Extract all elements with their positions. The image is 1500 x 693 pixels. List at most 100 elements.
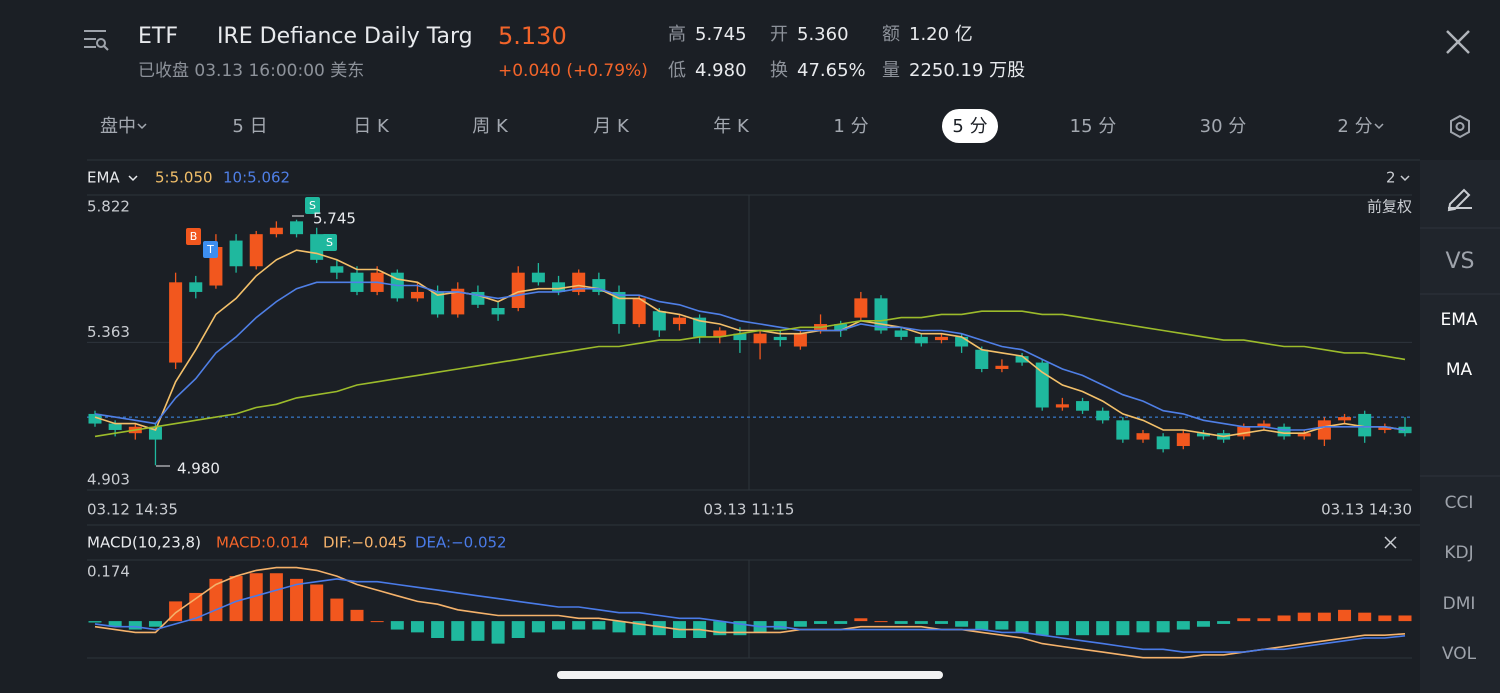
candle-body [189, 282, 203, 292]
candle-body [1317, 420, 1331, 440]
macd-bar [1338, 609, 1352, 622]
candle-body [1378, 426, 1392, 430]
tab[interactable]: 2 分 [1337, 116, 1372, 137]
side-button[interactable]: MA [1446, 360, 1473, 380]
candle-body [88, 413, 102, 424]
tab[interactable]: 15 分 [1070, 116, 1117, 137]
tab[interactable]: 年 K [713, 116, 750, 137]
candle-body [955, 336, 969, 347]
macd-bar [88, 621, 102, 623]
macd-bar [431, 621, 445, 639]
macd-bar [995, 621, 1009, 630]
candle-body [894, 330, 908, 337]
macd-bar [552, 621, 566, 630]
tab[interactable]: 月 K [593, 116, 630, 137]
tab[interactable]: 1 分 [833, 116, 868, 137]
macd-bar [914, 621, 928, 624]
macd-bar [1136, 621, 1150, 633]
stat-value: 5.745 [695, 24, 747, 45]
macd-bar [572, 621, 586, 630]
macd-bar [793, 621, 807, 627]
candle-body [1237, 426, 1251, 437]
status: 已收盘 03.13 16:00:00 美东 [138, 61, 364, 81]
side-button[interactable]: EMA [1440, 310, 1477, 330]
macd-bar [1015, 621, 1029, 633]
x-label: 03.13 11:15 [704, 501, 795, 519]
close-indicator[interactable] [1384, 536, 1397, 549]
candle-body [1055, 404, 1069, 408]
indicator[interactable]: EMA [87, 169, 120, 187]
candle-body [108, 423, 122, 430]
legend-dif: DIF:−0.045 [323, 534, 407, 552]
side-button[interactable]: VS [1445, 249, 1474, 274]
macd-bar [128, 621, 142, 630]
stat-label: 换 [770, 60, 788, 81]
stat-value: 1.20 亿 [909, 24, 973, 45]
annotation: 5.745 [313, 210, 356, 228]
macd-bar [874, 621, 888, 623]
indicator-line [94, 281, 1406, 431]
candle-body [1116, 420, 1130, 440]
indicator-line [94, 578, 1406, 653]
candle-body [1297, 433, 1311, 437]
marker-badge [186, 228, 201, 245]
tab[interactable]: 盘中 [100, 116, 136, 137]
macd-bar [1116, 621, 1130, 636]
side-button[interactable]: CCI [1445, 493, 1474, 513]
candle-body [431, 291, 445, 315]
macd-bar [834, 621, 848, 624]
legend-ema10: 10:5.062 [223, 169, 290, 187]
candle-body [531, 272, 545, 283]
macd-bar [249, 573, 263, 622]
price: 5.130 [498, 22, 567, 50]
side-button[interactable]: KDJ [1444, 543, 1473, 563]
tab[interactable]: 30 分 [1200, 116, 1247, 137]
candle-body [693, 317, 707, 337]
candle-body [310, 234, 324, 260]
x-label: 03.13 14:30 [1321, 501, 1412, 519]
macd-bar [1277, 615, 1291, 622]
candle-body [672, 317, 686, 325]
macd-bar [773, 621, 787, 630]
macd-bar [451, 621, 465, 641]
candle-body [652, 311, 666, 331]
home-indicator [557, 671, 943, 679]
candle-body [914, 336, 928, 344]
candle-body [410, 291, 424, 299]
tab[interactable]: 周 K [472, 116, 509, 137]
candle-body [1136, 433, 1150, 440]
settings-icon[interactable] [1450, 114, 1470, 139]
type-tag: ETF [138, 24, 178, 49]
candle-body [229, 240, 243, 267]
macd-bar [390, 621, 404, 630]
macd-bar [1035, 621, 1049, 636]
legend-ema5: 5:5.050 [155, 169, 213, 187]
macd-bar [1196, 621, 1210, 627]
candle-body [793, 333, 807, 347]
adjust: 前复权 [1367, 198, 1412, 216]
candle-body [290, 221, 304, 235]
marker-label: B [190, 230, 198, 243]
macd-bar [1217, 621, 1231, 624]
close-button[interactable] [1446, 30, 1470, 54]
macd-bar [269, 573, 283, 622]
marker-label: T [206, 243, 214, 256]
tab[interactable]: 5 日 [232, 116, 267, 137]
macd-bar [1176, 621, 1190, 630]
macd-bar [955, 621, 969, 627]
candle-body [269, 227, 283, 235]
side-button[interactable]: DMI [1443, 594, 1476, 614]
macd-bar [1358, 612, 1372, 622]
draw-icon[interactable] [1447, 188, 1472, 212]
stat-value: 2250.19 万股 [909, 60, 1025, 81]
menu-icon[interactable] [84, 30, 109, 51]
tab[interactable]: 5 分 [952, 116, 987, 137]
macd-bar [229, 576, 243, 622]
candle-body [1257, 423, 1271, 427]
tab[interactable]: 日 K [353, 116, 390, 137]
stat-value: 5.360 [797, 24, 849, 45]
side-button[interactable]: VOL [1442, 644, 1477, 664]
plot: 5.822 5.363 4.903 0.174 [87, 194, 1412, 659]
candle-body [148, 426, 162, 440]
period[interactable]: 2 [1386, 169, 1396, 187]
